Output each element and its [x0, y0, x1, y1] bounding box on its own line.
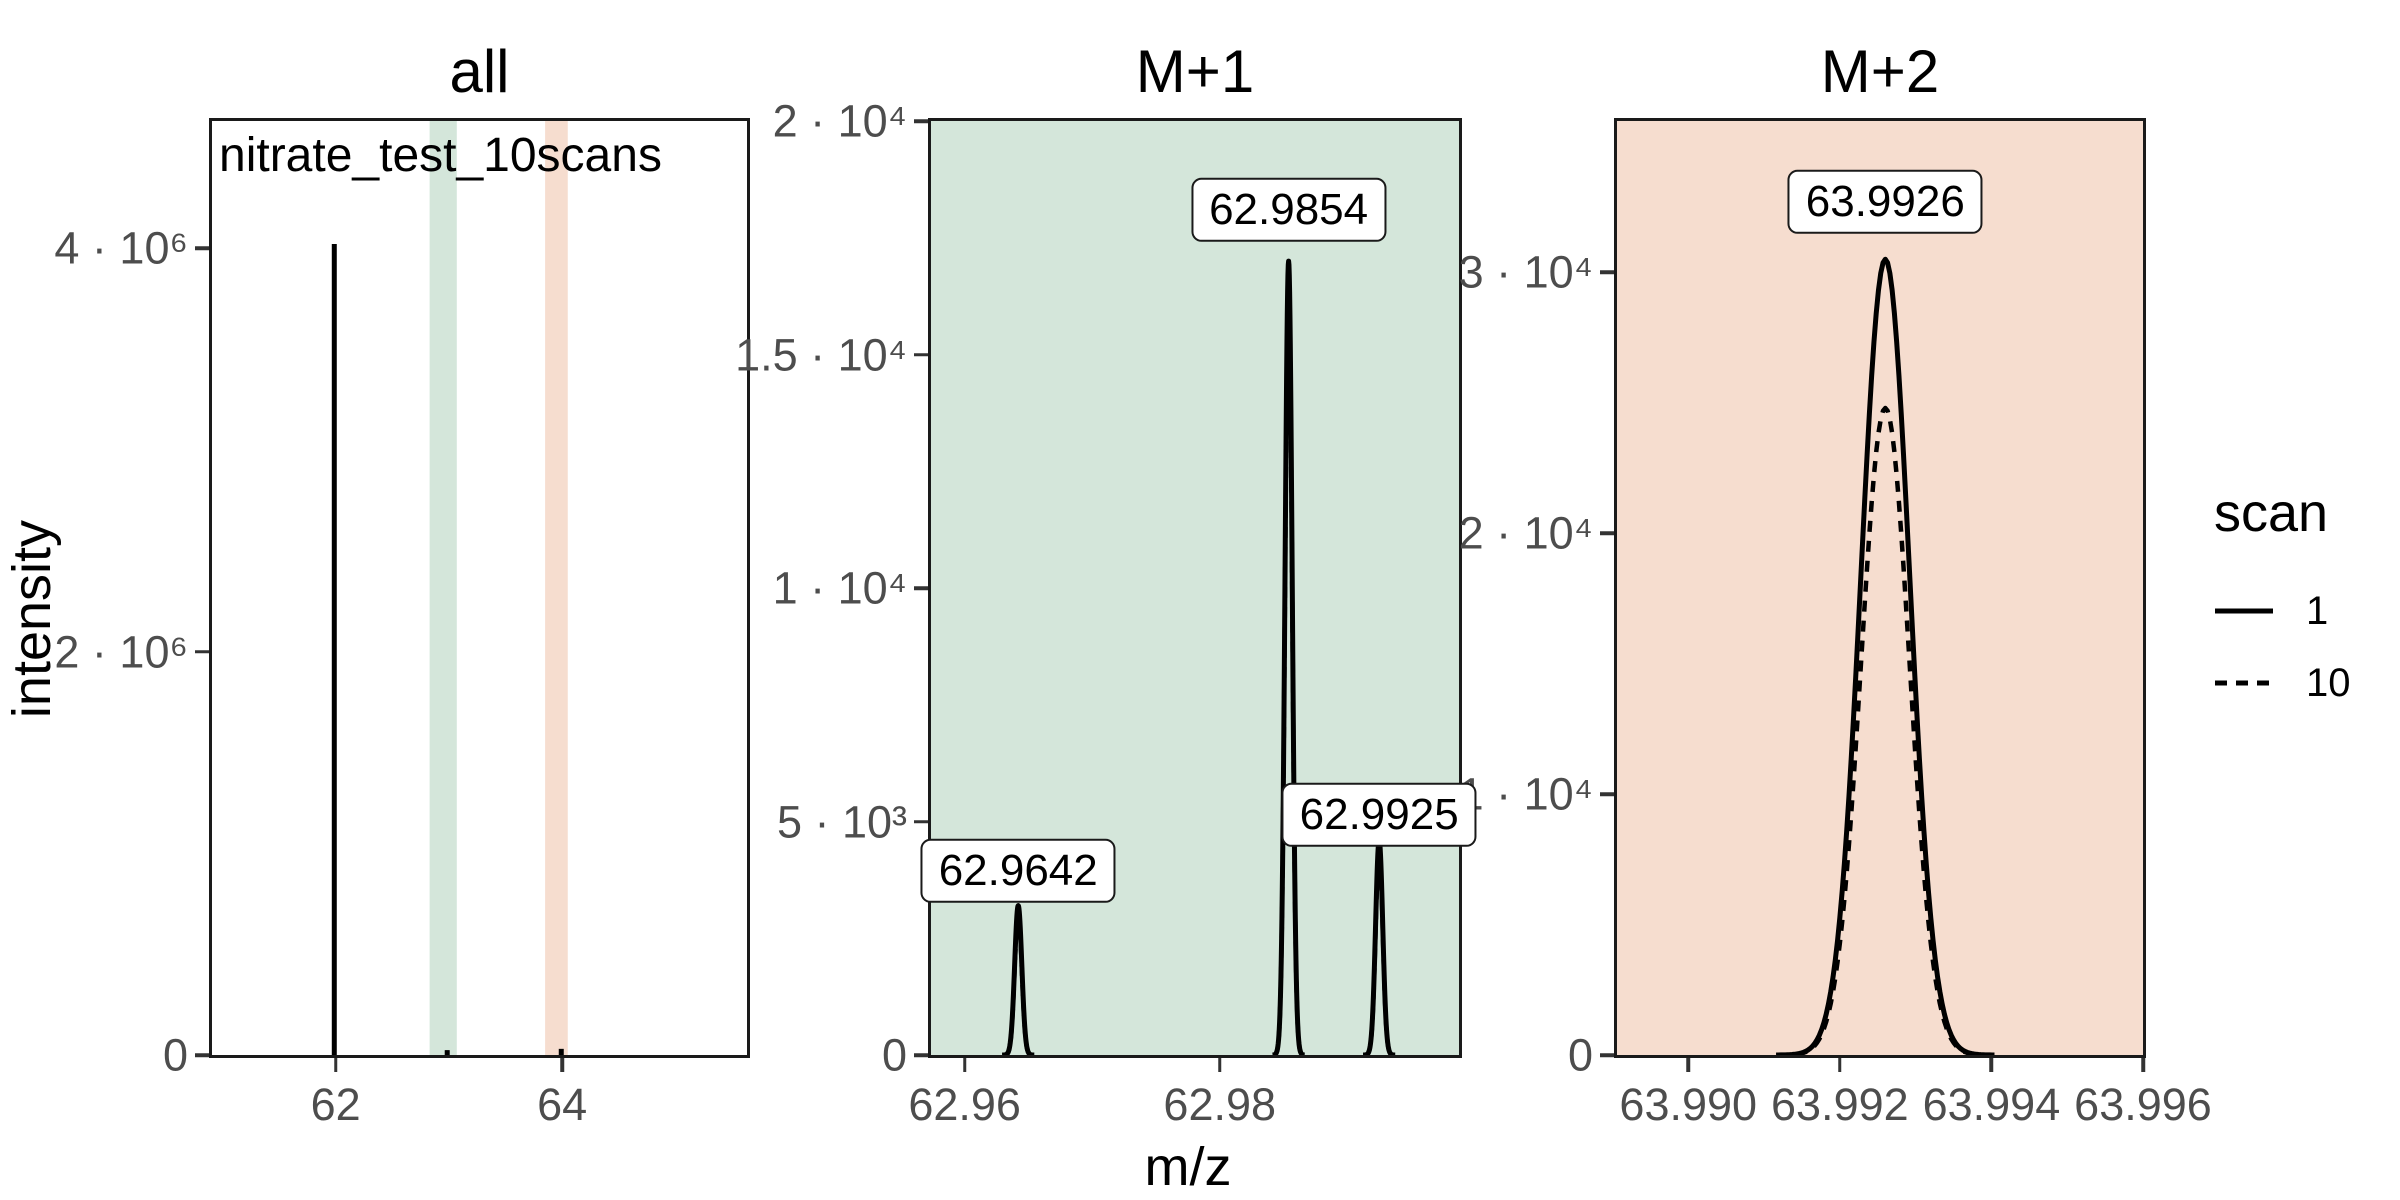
x-tick-label: 63.994	[1922, 1079, 2061, 1130]
legend-line-dashed	[2215, 680, 2273, 686]
y-tick-label: 2 · 10⁴	[772, 95, 907, 147]
y-tick-mark	[914, 1053, 928, 1057]
x-tick-mark	[962, 1058, 967, 1072]
y-tick-mark	[1600, 270, 1614, 275]
peak-curve-scan-10	[1000, 910, 1037, 1055]
y-tick-label: 2 · 10⁶	[54, 626, 188, 678]
y-tick-mark	[195, 649, 209, 654]
y-tick-mark	[195, 1053, 209, 1057]
legend-item-label: 1	[2306, 589, 2329, 633]
legend-items: 1 10	[2214, 580, 2351, 714]
highlight-band	[429, 121, 457, 1055]
x-tick-mark	[333, 1058, 338, 1072]
x-tick-mark	[1686, 1058, 1690, 1072]
peak-label: 62.9854	[1191, 177, 1387, 242]
x-tick-mark	[1989, 1058, 1994, 1072]
x-tick-label: 62	[310, 1079, 361, 1130]
y-tick-mark	[914, 119, 928, 123]
file-annotation: nitrate_test_10scans	[219, 129, 662, 182]
y-tick-mark	[1600, 531, 1614, 535]
y-tick-mark	[914, 586, 928, 590]
y-axis-title: intensity	[2, 519, 62, 719]
y-tick-label: 1 · 10⁴	[1458, 768, 1593, 820]
legend-item-label: 10	[2306, 661, 2351, 705]
y-tick-mark	[914, 352, 928, 357]
x-tick-label: 62.96	[908, 1079, 1021, 1130]
panel-plot-area-all: nitrate_test_10scans 62 64 0 2 · 10⁶ 4 · 10⁶	[54, 118, 750, 1127]
y-tick-label: 0	[162, 1029, 188, 1081]
y-tick-mark	[195, 246, 209, 250]
x-tick-label: 63.990	[1619, 1079, 1758, 1130]
x-tick-mark	[1838, 1058, 1842, 1072]
panel-plot-area-m1: 62.96 62.98 0 5 · 10³ 1 · 10⁴ 1.5 · 10⁴ 2 · 10…	[735, 99, 1477, 1127]
y-tick-label: 0	[881, 1029, 907, 1081]
y-tick-label: 0	[1567, 1029, 1593, 1081]
x-tick-mark	[2141, 1058, 2145, 1072]
peak-curve-scan-1	[1775, 256, 1995, 1055]
legend-item-scan-1: 1	[2214, 580, 2351, 642]
panel-title-all: all	[449, 38, 510, 105]
peak-label: 63.9926	[1787, 169, 1983, 235]
legend: scan 1 10	[2214, 486, 2351, 714]
y-tick-mark	[1600, 792, 1614, 796]
highlight-band	[545, 121, 568, 1055]
y-tick-label: 1.5 · 10⁴	[735, 329, 907, 380]
spectrum-plot-m1	[1000, 258, 1398, 1055]
peak-label: 62.9925	[1281, 782, 1477, 848]
y-tick-label: 2 · 10⁴	[1458, 507, 1593, 559]
peak-curve-scan-10	[1776, 405, 1995, 1055]
y-tick-mark	[1600, 1053, 1614, 1057]
peak-label: 62.9642	[920, 838, 1116, 903]
peak-curve-scan-10	[1361, 847, 1398, 1055]
legend-title: scan	[2214, 483, 2329, 543]
x-tick-mark	[1217, 1058, 1222, 1072]
peak-curve-scan-1	[1270, 258, 1307, 1055]
panel-title-m2: M+2	[1820, 38, 1940, 105]
spectrum-plot-all	[331, 121, 568, 1055]
panel-m2: M+2 63.990 63.992 63.994 63.996 0 1 · 10⁴ 2 · …	[1459, 42, 2212, 1128]
x-tick-mark	[560, 1058, 564, 1072]
x-tick-label: 64	[537, 1079, 588, 1130]
peak-curve-scan-10	[1270, 277, 1307, 1055]
spectrum-plot-m2	[1775, 256, 1995, 1055]
x-tick-label: 63.992	[1771, 1079, 1909, 1130]
y-tick-label: 3 · 10⁴	[1458, 246, 1593, 298]
panel-title-m1: M+1	[1135, 38, 1255, 105]
panel-all: all nitrate_test_10scans 62 64 0 2 · 10⁶ 4 ·…	[54, 42, 750, 1127]
y-tick-label: 1 · 10⁴	[772, 562, 907, 614]
legend-item-scan-10: 10	[2214, 652, 2351, 714]
x-tick-label: 63.996	[2074, 1079, 2212, 1130]
panel-plot-area-m2: 63.990 63.992 63.994 63.996 0 1 · 10⁴ 2 · 10⁴ 3…	[1459, 118, 2212, 1127]
y-tick-label: 4 · 10⁶	[54, 222, 188, 274]
x-tick-label: 62.98	[1163, 1079, 1277, 1130]
legend-line-solid	[2215, 608, 2273, 614]
y-tick-mark	[914, 819, 928, 824]
y-tick-label: 5 · 10³	[776, 796, 907, 847]
panel-m1: M+1 62.96 62.98 0 5 · 10³ 1 · 10⁴ 1.5 · 10⁴ 2 …	[735, 42, 1477, 1127]
x-axis-title: m/z	[1144, 1137, 1232, 1197]
